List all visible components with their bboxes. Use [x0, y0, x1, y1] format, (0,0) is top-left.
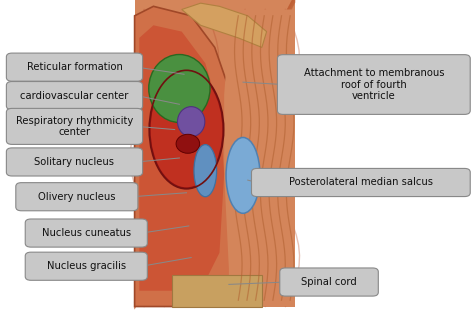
Polygon shape: [135, 6, 238, 307]
Ellipse shape: [194, 145, 217, 197]
Polygon shape: [139, 25, 224, 291]
Ellipse shape: [149, 54, 210, 123]
FancyBboxPatch shape: [280, 268, 378, 296]
FancyBboxPatch shape: [25, 219, 147, 247]
Polygon shape: [182, 3, 266, 47]
Text: Respiratory rhythmicity
center: Respiratory rhythmicity center: [16, 116, 133, 137]
FancyBboxPatch shape: [25, 252, 147, 280]
Text: Solitary nucleus: Solitary nucleus: [35, 157, 115, 167]
FancyBboxPatch shape: [16, 183, 138, 211]
Polygon shape: [173, 275, 262, 307]
FancyBboxPatch shape: [6, 108, 143, 144]
Text: Attachment to membranous
roof of fourth
ventricle: Attachment to membranous roof of fourth …: [303, 68, 444, 101]
Polygon shape: [135, 0, 295, 307]
Text: Posterolateral median salcus: Posterolateral median salcus: [289, 178, 433, 187]
Ellipse shape: [150, 71, 223, 188]
Ellipse shape: [176, 134, 200, 153]
Ellipse shape: [226, 137, 260, 213]
Polygon shape: [224, 9, 295, 307]
FancyBboxPatch shape: [252, 168, 470, 197]
Text: Reticular formation: Reticular formation: [27, 62, 122, 72]
Text: Nucleus cuneatus: Nucleus cuneatus: [42, 228, 131, 238]
Text: Spinal cord: Spinal cord: [301, 277, 357, 287]
FancyBboxPatch shape: [6, 53, 143, 81]
Text: Olivery nucleus: Olivery nucleus: [38, 192, 116, 202]
FancyBboxPatch shape: [6, 82, 143, 110]
Text: Nucleus gracilis: Nucleus gracilis: [47, 261, 126, 271]
Ellipse shape: [177, 107, 205, 137]
Text: cardiovascular center: cardiovascular center: [20, 91, 128, 100]
FancyBboxPatch shape: [6, 148, 143, 176]
FancyBboxPatch shape: [277, 55, 470, 114]
